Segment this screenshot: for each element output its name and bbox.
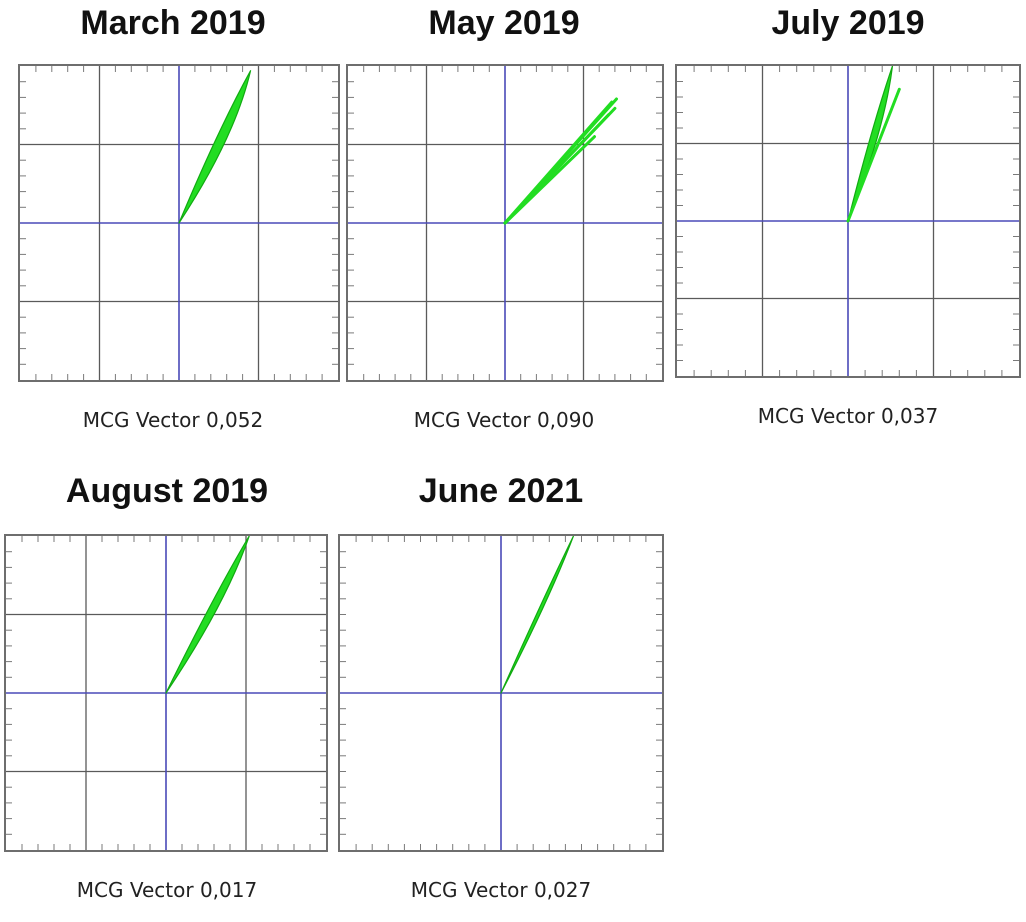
chart-title: July 2019 bbox=[771, 4, 925, 42]
vector-plot-svg bbox=[348, 66, 662, 380]
chart-panel: July 2019 MCG Vector 0,037 bbox=[672, 0, 1024, 922]
vector-loop-trace bbox=[178, 70, 252, 224]
mcg-vector-caption: MCG Vector 0,090 bbox=[413, 408, 595, 432]
chart-panel: March 2019 MCG Vector 0,052 bbox=[8, 0, 340, 922]
chart-title: May 2019 bbox=[428, 4, 580, 42]
vector-line-trace bbox=[503, 135, 596, 225]
chart-panel: May 2019 MCG Vector 0,090 bbox=[342, 0, 666, 922]
mcg-vector-caption: MCG Vector 0,037 bbox=[757, 404, 939, 428]
vector-plot bbox=[4, 534, 328, 852]
mcg-vector-caption: MCG Vector 0,027 bbox=[410, 878, 592, 902]
vector-line-trace bbox=[503, 100, 614, 225]
vector-plot bbox=[675, 64, 1021, 378]
vector-plot-svg bbox=[20, 66, 338, 380]
chart-title: March 2019 bbox=[80, 4, 266, 42]
vector-plot bbox=[346, 64, 664, 382]
vector-plot-svg bbox=[677, 66, 1019, 376]
vector-line-trace bbox=[846, 87, 901, 223]
chart-panel: June 2021 MCG Vector 0,027 bbox=[336, 0, 666, 922]
chart-panel: August 2019 MCG Vector 0,017 bbox=[2, 0, 332, 922]
chart-title: August 2019 bbox=[65, 472, 269, 510]
vector-loop-trace bbox=[500, 536, 575, 694]
vector-plot bbox=[338, 534, 664, 852]
vector-plot-svg bbox=[6, 536, 326, 850]
vector-plot-svg bbox=[340, 536, 662, 850]
mcg-vector-caption: MCG Vector 0,017 bbox=[76, 878, 258, 902]
chart-title: June 2021 bbox=[418, 472, 584, 510]
vector-loop-trace bbox=[165, 536, 250, 694]
vector-plot bbox=[18, 64, 340, 382]
mcg-vector-caption: MCG Vector 0,052 bbox=[82, 408, 264, 432]
